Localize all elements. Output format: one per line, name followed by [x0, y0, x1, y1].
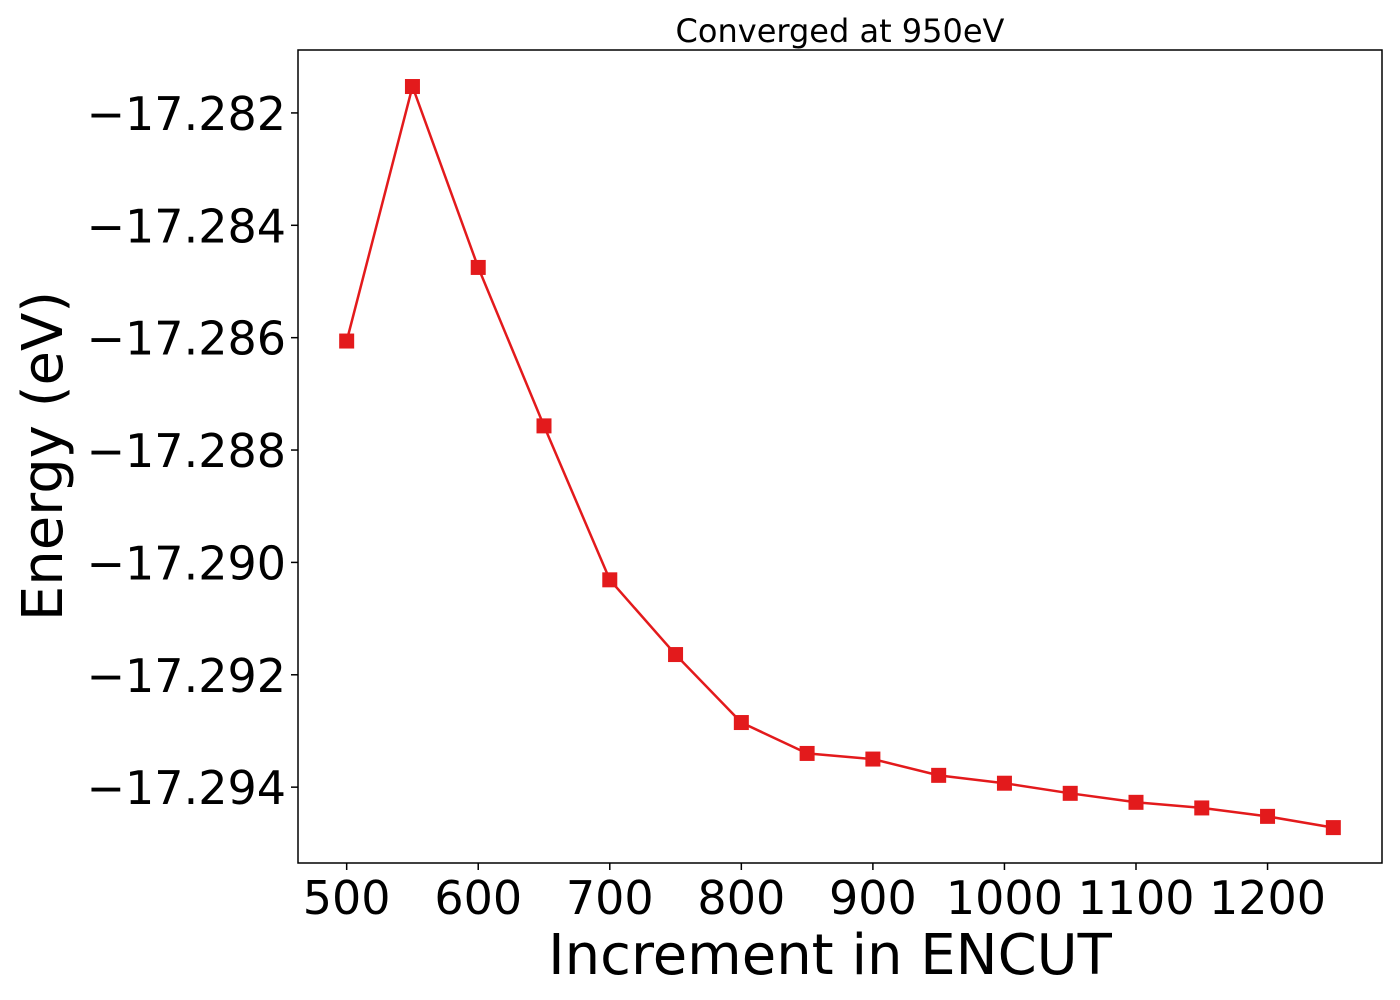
chart-title: Converged at 950eV: [676, 12, 1005, 50]
data-point: [404, 79, 420, 95]
data-point: [602, 572, 618, 588]
data-point: [1194, 800, 1210, 816]
x-tick-label: 500: [303, 871, 391, 925]
y-tick-label: −17.294: [87, 761, 287, 815]
data-point: [996, 775, 1012, 791]
x-axis-label: Increment in ENCUT: [548, 923, 1113, 988]
data-point: [1062, 785, 1078, 801]
data-point: [339, 333, 355, 349]
data-point: [1325, 820, 1341, 836]
y-axis-ticks: −17.282 −17.284 −17.286 −17.288 −17.290 −17.2…: [87, 87, 298, 815]
x-tick-label: 900: [829, 871, 917, 925]
y-axis-label: Energy (eV): [11, 291, 76, 621]
x-tick-label: 600: [434, 871, 522, 925]
x-tick-label: 1200: [1209, 871, 1326, 925]
plot-frame: [297, 49, 1383, 864]
data-point: [470, 259, 486, 275]
x-tick-label: 800: [697, 871, 785, 925]
x-tick-label: 1100: [1077, 871, 1194, 925]
y-tick-label: −17.286: [87, 312, 287, 366]
y-tick-label: −17.282: [87, 87, 287, 141]
y-tick-label: −17.290: [87, 536, 287, 590]
y-tick-label: −17.288: [87, 424, 287, 478]
x-tick-label: 1000: [946, 871, 1063, 925]
data-point: [1260, 808, 1276, 824]
data-point: [536, 418, 552, 434]
x-tick-label: 700: [566, 871, 654, 925]
x-axis-ticks: 500 600 700 800 900 1000 1100 1200: [303, 863, 1326, 925]
data-point: [865, 751, 881, 767]
data-point: [1128, 794, 1144, 810]
data-point: [931, 767, 947, 783]
data-point: [733, 715, 749, 731]
data-point: [668, 647, 684, 663]
series-layer: [339, 79, 1341, 836]
series-line: [345, 85, 1334, 829]
y-tick-label: −17.292: [87, 649, 287, 703]
data-point: [799, 745, 815, 761]
y-tick-label: −17.284: [87, 199, 287, 253]
